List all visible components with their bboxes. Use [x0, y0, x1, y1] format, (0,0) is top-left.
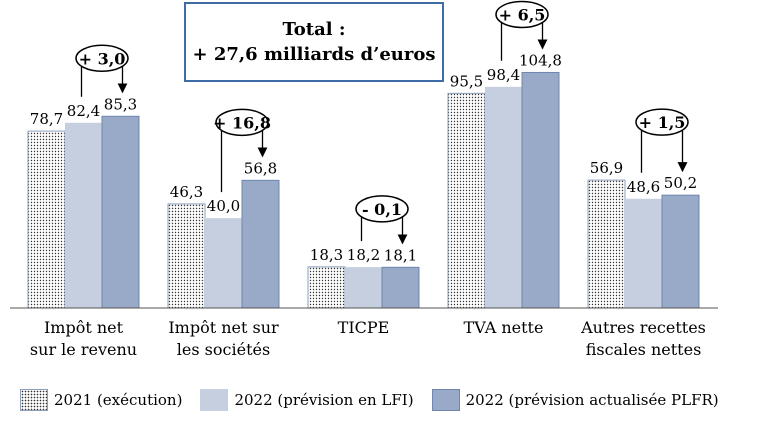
legend-swatch-plfr [431, 389, 460, 411]
bar-2021-1 [167, 203, 206, 309]
annotation-text-3: + 6,5 [499, 5, 546, 24]
value-label-2021-0: 78,7 [30, 110, 63, 128]
legend-item-plfr: 2022 (prévision actualisée PLFR) [431, 389, 719, 411]
legend-label-lfi: 2022 (prévision en LFI) [234, 391, 414, 409]
value-label-plfr-4: 50,2 [664, 174, 697, 192]
category-label-2-0: TICPE [338, 318, 390, 337]
bar-2021-3 [447, 92, 486, 309]
bar-plfr-4 [661, 194, 700, 309]
bar-chart: 78,7 82,4 85,3 46,340,0 56,8 18,3 18,2 18,1 95,5… [10, 0, 718, 359]
legend-swatch-lfi [200, 389, 229, 411]
annotation-text-0: + 3,0 [79, 49, 126, 68]
value-label-2021-2: 18,3 [310, 246, 343, 264]
annotation-oval-3 [495, 0, 549, 29]
value-label-lfi-1: 40,0 [207, 197, 240, 215]
value-label-lfi-2: 18,2 [347, 246, 380, 264]
value-label-lfi-0: 82,4 [67, 102, 100, 120]
bar-lfi-1 [205, 218, 242, 308]
bar-lfi-0 [65, 122, 102, 308]
value-label-2021-1: 46,3 [170, 183, 203, 201]
legend-label-plfr: 2022 (prévision actualisée PLFR) [465, 391, 719, 409]
bar-2021-4 [587, 179, 626, 309]
value-label-lfi-3: 98,4 [487, 66, 520, 84]
total-value: + 27,6 milliards d’euros [192, 44, 436, 65]
annotation-oval-4 [635, 108, 689, 136]
category-label-3-0: TVA nette [464, 318, 544, 337]
bar-plfr-2 [381, 266, 420, 309]
annotation-oval-1 [215, 108, 269, 137]
annotation-oval-2 [355, 195, 409, 223]
annotation-text-4: + 1,5 [639, 113, 686, 132]
total-title: Total : [282, 19, 346, 40]
bar-plfr-1 [241, 179, 280, 309]
category-label-1-1: les sociétés [177, 340, 270, 359]
category-label-0-1: sur le revenu [30, 340, 137, 359]
bar-2021-0 [27, 130, 66, 309]
bar-plfr-0 [101, 115, 140, 309]
value-label-2021-4: 56,9 [590, 159, 623, 177]
value-label-plfr-1: 56,8 [244, 159, 277, 177]
total-box: Total : + 27,6 milliards d’euros [184, 2, 444, 82]
bar-lfi-3 [485, 86, 522, 308]
category-label-4-0: Autres recettes [580, 318, 706, 337]
value-label-lfi-4: 48,6 [627, 178, 660, 196]
legend-swatch-2021 [20, 389, 48, 411]
category-label-1-0: Impôt net sur [168, 318, 279, 337]
value-label-2021-3: 95,5 [450, 72, 483, 90]
annotation-text-2: - 0,1 [362, 200, 402, 219]
category-label-0-0: Impôt net [44, 318, 124, 337]
bar-plfr-3 [521, 71, 560, 309]
legend: 2021 (exécution) 2022 (prévision en LFI)… [20, 385, 760, 415]
bar-lfi-4 [625, 198, 662, 308]
bar-lfi-2 [345, 267, 382, 308]
value-label-plfr-3: 104,8 [519, 51, 562, 69]
legend-item-lfi: 2022 (prévision en LFI) [200, 389, 414, 411]
value-label-plfr-2: 18,1 [384, 246, 417, 264]
bar-2021-2 [307, 266, 346, 309]
legend-item-2021: 2021 (exécution) [20, 389, 182, 411]
legend-label-2021: 2021 (exécution) [54, 391, 183, 409]
annotation-oval-0 [75, 44, 129, 73]
annotation-text-1: + 16,8 [213, 113, 271, 132]
value-label-plfr-0: 85,3 [104, 95, 137, 113]
category-label-4-1: fiscales nettes [586, 340, 702, 359]
